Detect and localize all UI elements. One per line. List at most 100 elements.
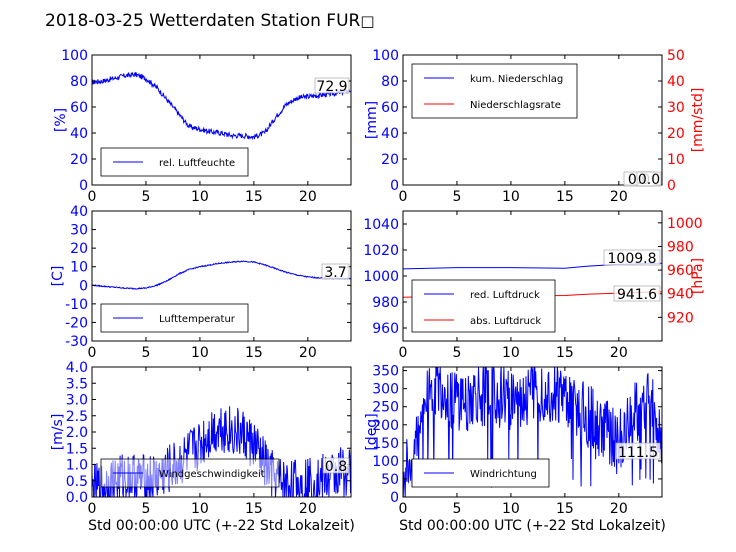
y-tick-label: 80: [381, 74, 399, 90]
y2-tick-label: 960: [667, 263, 694, 279]
legend: Windrichtung: [411, 458, 550, 488]
y-tick-label: 40: [70, 126, 88, 142]
y-axis-label: [C]: [50, 266, 66, 287]
value-label-box: [603, 249, 661, 266]
x-tick-label: 0: [399, 501, 408, 517]
y2-tick-label: 40: [667, 74, 685, 90]
x-tick-label: 20: [299, 189, 317, 205]
value-label: 0.8: [325, 459, 347, 475]
value-label: 3.7: [324, 265, 346, 281]
y-tick-label: 100: [372, 48, 399, 64]
x-tick-label: 10: [502, 501, 520, 517]
value-label: 1009.8: [608, 251, 657, 267]
y-tick-label: 0: [79, 178, 88, 194]
x-tick-label: 0: [88, 501, 97, 517]
y-tick-label: 300: [372, 382, 399, 398]
x-tick-label: 5: [452, 501, 461, 517]
y-tick-label: 980: [372, 295, 399, 311]
y-tick-label: 3.0: [66, 393, 88, 409]
value-label-box: [636, 171, 662, 187]
plot-frame: [402, 54, 663, 186]
y2-tick-label: 980: [667, 239, 694, 255]
plot-frame: [91, 54, 352, 186]
y-axis-label: [mm]: [364, 101, 380, 139]
y-tick-label: 100: [61, 48, 88, 64]
y-tick-label: -10: [65, 297, 88, 313]
x-tick-label: 0: [399, 345, 408, 361]
x-tick-label: 20: [299, 501, 317, 517]
legend: rel. Luftfeuchte: [100, 147, 249, 177]
x-tick-label: 10: [191, 189, 209, 205]
panel-precipitation: 0 5 10 15 20 0 20 40 60 80 100 0 10 20 30 40 50 [mm] [mm/s…: [364, 48, 706, 205]
x-tick-label: 15: [556, 345, 574, 361]
x-tick-label: 15: [245, 501, 263, 517]
panel-pressure: 0 5 10 15 20 960 980 1000 1020 1040 920 940 960 980 10…: [363, 210, 706, 361]
legend-box: [411, 63, 578, 119]
value-label: 0.0: [638, 172, 660, 188]
y-tick-label: 20: [70, 241, 88, 257]
legend-label: red. Luftdruck: [470, 290, 540, 301]
y-tick-label: -30: [65, 334, 88, 350]
series-line-1: [92, 260, 351, 290]
x-tick-label: 15: [556, 189, 574, 205]
legend-label: Niederschlagsrate: [470, 100, 561, 111]
y-tick-label: 50: [381, 472, 399, 488]
figure-title-text: 2018-03-25 Wetterdaten Station FUR: [45, 11, 361, 31]
y2-axis-label: [hPa]: [690, 258, 706, 294]
legend: Windgeschwindigkeit: [100, 458, 280, 488]
y2-tick-label: 50: [667, 48, 685, 64]
y2-tick-label: 0: [667, 178, 676, 194]
y-tick-label: 0.0: [66, 490, 88, 506]
value-label-box: [314, 77, 350, 94]
y2-tick-label: 1000: [667, 216, 703, 232]
y-tick-label: 2.0: [66, 425, 88, 441]
y-tick-label: 20: [70, 152, 88, 168]
y-tick-label: 0.5: [66, 474, 88, 490]
value-label: 941.6: [617, 287, 657, 303]
x-tick-label: 10: [502, 189, 520, 205]
legend-label: abs. Luftdruck: [470, 316, 541, 327]
panel-humidity: 0 5 10 15 20 0 20 40 60 80 100 [%] rel. Luftfeuchte 7…: [53, 48, 352, 205]
y-tick-label: 40: [381, 126, 399, 142]
y-tick-label: 3.5: [66, 376, 88, 392]
plot-frame: [91, 210, 352, 342]
x-tick-label: 0: [88, 345, 97, 361]
value-label-box: [613, 285, 661, 302]
y-tick-label: 10: [70, 260, 88, 276]
x-tick-label: 5: [141, 501, 150, 517]
x-tick-label: 10: [191, 501, 209, 517]
value-label-box: [322, 457, 350, 474]
y-tick-label: 2.5: [66, 409, 88, 425]
legend-label: Windrichtung: [470, 469, 537, 480]
legend-box: [411, 279, 556, 333]
legend-label: rel. Luftfeuchte: [159, 158, 235, 169]
y-axis-label: [m/s]: [50, 414, 66, 451]
y2-tick-label: 920: [667, 310, 694, 326]
y2-tick-label: 10: [667, 152, 685, 168]
legend: red. Luftdruck abs. Luftdruck: [411, 279, 556, 333]
x-tick-label: 5: [141, 345, 150, 361]
x-tick-label: 5: [452, 189, 461, 205]
x-tick-label: 20: [299, 345, 317, 361]
y-tick-label: 0: [390, 178, 399, 194]
legend: kum. Niederschlag Niederschlagsrate: [411, 63, 578, 119]
figure-title: 2018-03-25 Wetterdaten Station FUR□: [45, 11, 375, 31]
x-tick-label: 20: [610, 189, 628, 205]
y-tick-label: 350: [372, 364, 399, 380]
x-tick-label: 0: [399, 189, 408, 205]
x-tick-label: 10: [191, 345, 209, 361]
series-line-1: [92, 406, 351, 497]
x-axis-label: Std 00:00:00 UTC (+-22 Std Lokalzeit): [88, 518, 355, 534]
y-tick-label: 250: [372, 400, 399, 416]
y-tick-label: 60: [70, 100, 88, 116]
x-tick-label: 0: [88, 189, 97, 205]
x-tick-label: 20: [610, 501, 628, 517]
y-tick-label: 60: [381, 100, 399, 116]
y2-tick-label: 20: [667, 126, 685, 142]
legend-label: Lufttemperatur: [159, 314, 236, 325]
series-line-1: [92, 71, 351, 141]
title-missing-glyph: □: [360, 12, 374, 30]
